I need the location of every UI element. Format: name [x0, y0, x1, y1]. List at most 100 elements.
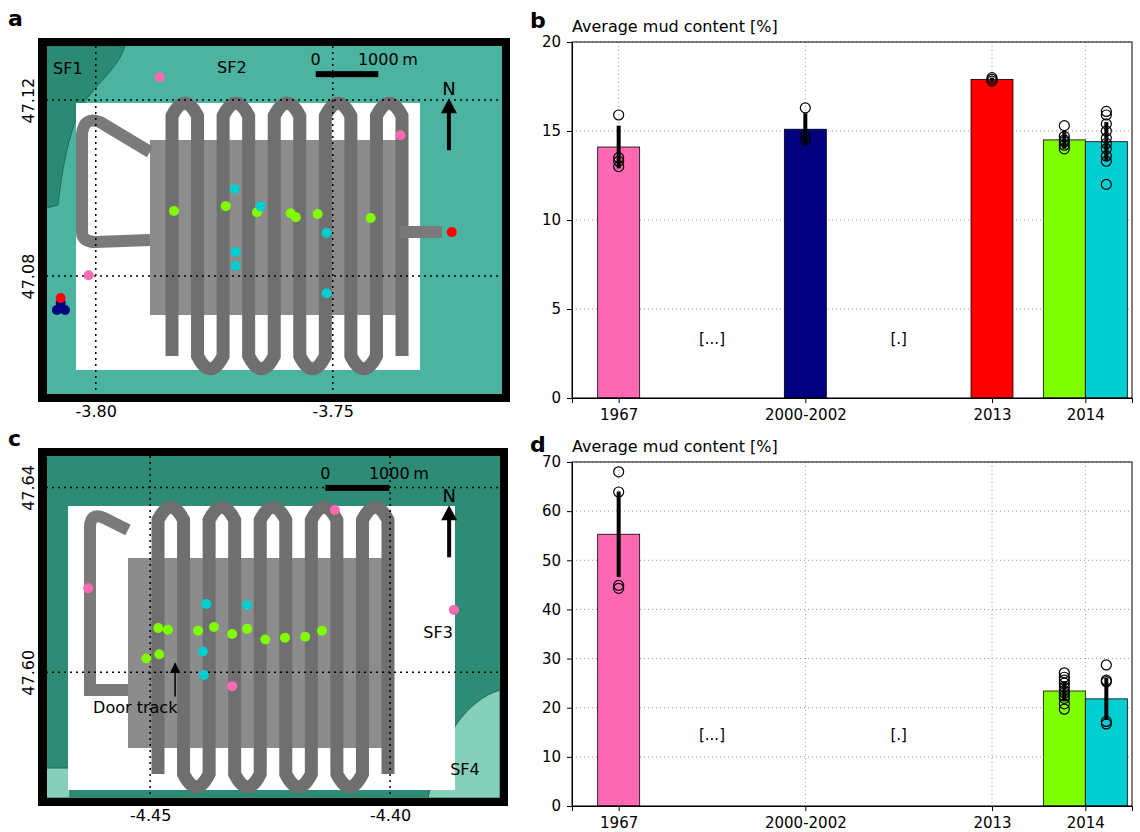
sample-value — [614, 153, 624, 163]
sample-point — [193, 626, 203, 636]
tick-label: 2014 — [1067, 814, 1105, 832]
grid-line — [46, 275, 502, 277]
tick: 2013 — [973, 398, 1011, 424]
grid-line — [805, 462, 806, 806]
north-arrow-head — [441, 505, 457, 520]
grid-line — [389, 456, 391, 798]
bar — [1085, 142, 1127, 398]
tick: -3.75 — [313, 394, 354, 421]
grid-line — [572, 511, 1132, 512]
tick-label: 47.12 — [19, 78, 38, 124]
tick: 47.12 — [19, 78, 46, 124]
grid-line — [572, 609, 1132, 610]
sample-value — [1101, 675, 1111, 685]
annotation: SF1 — [53, 59, 83, 78]
error-bar — [803, 113, 807, 145]
tick: 47.08 — [19, 254, 46, 300]
sample-point — [313, 209, 323, 219]
tick: 47.64 — [19, 465, 46, 511]
plot-frame — [572, 462, 1132, 806]
grid-line — [572, 560, 1132, 561]
mosaic-frame — [68, 506, 455, 790]
tick-mark — [1085, 806, 1086, 811]
bar — [1043, 691, 1085, 806]
tick: 5 — [551, 300, 572, 318]
tick-label: 2014 — [1067, 406, 1105, 424]
sample-point — [201, 599, 211, 609]
figure: -3.80-3.7547.0847.12SF1SF2N01000ma051015… — [0, 0, 1140, 832]
gap-label: [...] — [699, 330, 725, 348]
sample-value — [1101, 716, 1111, 726]
tick-label: 40 — [542, 601, 561, 619]
tick-mark — [567, 131, 572, 132]
sample-point — [209, 622, 219, 632]
yticks-axis: 47.60 47.64 — [19, 457, 47, 799]
bar — [598, 147, 640, 398]
grid-line — [46, 672, 500, 674]
tick-mark — [567, 42, 572, 43]
tick: 10 — [542, 748, 572, 766]
sample-value — [1059, 688, 1069, 698]
tick-label: 47.60 — [19, 650, 38, 696]
sample-point — [227, 629, 237, 639]
sample-point — [84, 270, 94, 280]
tick: 2000-2002 — [765, 398, 847, 424]
sample-value — [1101, 719, 1111, 729]
tick-label: 2000-2002 — [765, 406, 847, 424]
tick-mark — [567, 757, 572, 758]
sample-point — [242, 624, 252, 634]
panel-label: b — [530, 8, 546, 33]
sample-point — [163, 625, 173, 635]
survey-track — [82, 121, 150, 243]
bar — [1043, 140, 1085, 398]
error-bar — [617, 491, 621, 577]
annotation: SF3 — [423, 623, 453, 642]
plot-frame — [572, 42, 1132, 398]
sample-point — [154, 649, 164, 659]
tick-mark — [619, 398, 620, 403]
x-axis: 1967 2000-2002 2013 2014 — [573, 398, 1133, 424]
sample-point — [396, 130, 406, 140]
sample-point — [199, 670, 209, 680]
tick-label: 1967 — [600, 406, 638, 424]
north-arrow — [447, 110, 451, 150]
grid-line — [46, 99, 502, 101]
tick: -3.80 — [76, 394, 117, 421]
grid — [572, 42, 1132, 398]
sample-point — [322, 288, 332, 298]
sample-point — [322, 228, 332, 238]
panel-label: a — [8, 6, 23, 31]
tick-mark — [805, 806, 806, 811]
grid-line — [95, 46, 97, 394]
sample-value — [1101, 179, 1111, 189]
tick-mark — [619, 806, 620, 811]
sample-point — [169, 206, 179, 216]
grid-line — [46, 487, 500, 489]
mosaic-frame — [76, 103, 420, 370]
tick: 47.60 — [19, 650, 46, 696]
plot-background — [572, 42, 1132, 398]
xticks-axis: -4.45 -4.40 — [47, 798, 501, 825]
axis-line — [567, 463, 573, 807]
sample-point — [291, 212, 301, 222]
survey-track — [90, 516, 128, 690]
tick: -4.40 — [370, 798, 411, 825]
sample-point — [280, 633, 290, 643]
tick-label: 10 — [542, 211, 561, 229]
sample-value — [1059, 668, 1069, 678]
tick: -4.45 — [130, 798, 171, 825]
xticks-axis: -3.80 -3.75 — [47, 394, 503, 421]
yticks-axis: 47.08 47.12 — [19, 47, 47, 395]
scale-bar — [316, 71, 379, 77]
tick: 60 — [542, 502, 572, 520]
tick-label: 50 — [542, 552, 561, 570]
chart-title: Average mud content [%] — [572, 437, 778, 456]
north-label: N — [442, 78, 455, 99]
tick-mark — [567, 398, 572, 399]
tick-label: 1967 — [600, 814, 638, 832]
axis-line — [47, 798, 501, 799]
error-bar — [990, 78, 994, 82]
sample-point — [260, 634, 270, 644]
gap-label: [...] — [699, 726, 725, 744]
survey-track — [158, 507, 388, 787]
